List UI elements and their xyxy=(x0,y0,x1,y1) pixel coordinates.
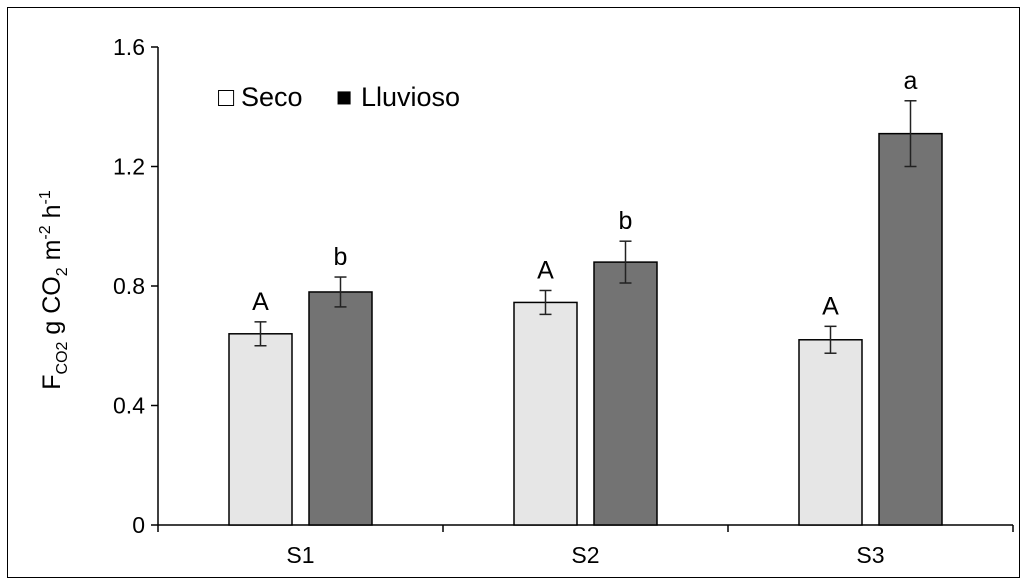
y-tick-label: 0 xyxy=(132,512,145,538)
y-tick-label: 1.2 xyxy=(113,154,145,180)
significance-letter: b xyxy=(334,243,348,271)
legend: □ Seco ■ Lluvioso xyxy=(218,82,460,112)
ylabel-mid2: m xyxy=(38,240,66,268)
ylabel-mid1-sub: 2 xyxy=(54,267,71,276)
bar-lluvioso xyxy=(593,261,658,526)
x-tick-label: S1 xyxy=(286,542,314,568)
legend-label-seco: Seco xyxy=(241,82,303,112)
y-tick-label: 1.6 xyxy=(113,34,145,60)
bar-lluvioso xyxy=(878,132,943,526)
axes: 0 0.4 0.8 1.2 1.6 S1 S2 S3 xyxy=(113,34,1014,568)
ylabel-mid3: h xyxy=(38,204,66,225)
significance-letter: A xyxy=(252,288,269,316)
y-axis-label: FCO2 g CO2 m-2 h-1 xyxy=(37,190,71,390)
ylabel-base-sub: CO2 xyxy=(54,341,71,374)
bar-lluvioso xyxy=(308,291,373,526)
ylabel-mid3-sup: -1 xyxy=(37,190,54,204)
y-tick-label: 0.8 xyxy=(113,273,145,299)
significance-letter: a xyxy=(904,67,918,95)
bar-seco xyxy=(513,301,578,526)
ylabel-mid2-sup: -2 xyxy=(37,225,54,239)
significance-letter: A xyxy=(822,292,839,320)
legend-marker-lluvioso: ■ xyxy=(336,82,352,112)
legend-label-lluvioso: Lluvioso xyxy=(361,82,460,112)
bars: A A Ab b a xyxy=(228,67,943,526)
y-tick-label: 0.4 xyxy=(113,393,145,419)
x-tick-label: S2 xyxy=(571,542,599,568)
legend-marker-seco: □ xyxy=(218,82,235,112)
significance-letter: b xyxy=(619,207,633,235)
ylabel-mid1: g CO xyxy=(38,276,66,341)
significance-letter: A xyxy=(537,256,554,284)
ylabel-base: F xyxy=(38,374,66,389)
bar-seco xyxy=(228,333,293,526)
bar-seco xyxy=(798,339,863,526)
x-tick-label: S3 xyxy=(856,542,884,568)
